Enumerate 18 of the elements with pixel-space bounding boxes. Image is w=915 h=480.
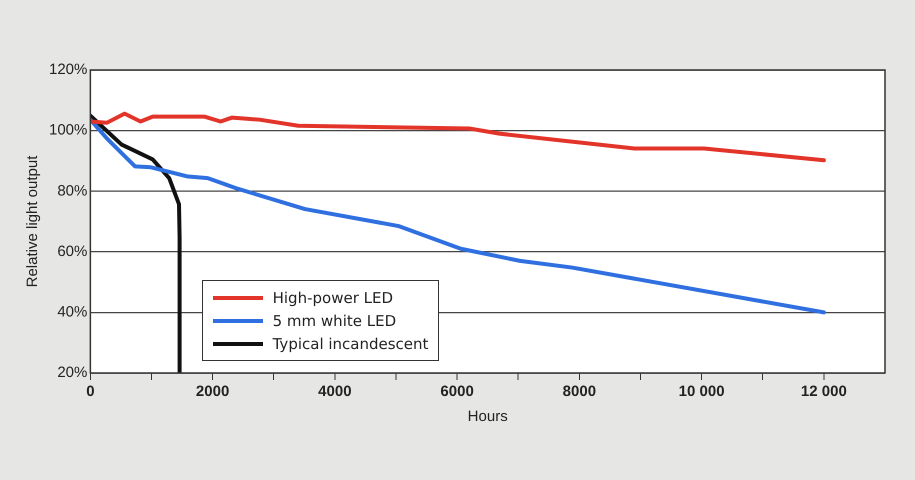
y-tick-label: 100% bbox=[48, 122, 88, 139]
x-tick-label: 10 000 bbox=[678, 383, 725, 400]
x-tick-label: 8000 bbox=[562, 383, 596, 400]
x-tick-label: 6000 bbox=[440, 383, 474, 400]
x-tick-label: 4000 bbox=[318, 383, 352, 400]
x-tick-label: 12 000 bbox=[800, 383, 847, 400]
x-tick-label: 2000 bbox=[196, 383, 230, 400]
y-tick-label: 120% bbox=[48, 61, 88, 78]
y-tick-label: 40% bbox=[57, 304, 88, 321]
legend-label: 5 mm white LED bbox=[272, 312, 396, 330]
y-tick-label: 80% bbox=[57, 182, 88, 200]
y-tick-label: 20% bbox=[57, 364, 88, 382]
y-axis-title: Relative light output bbox=[24, 154, 42, 288]
x-axis-title: Hours bbox=[468, 408, 508, 426]
legend-label: High-power LED bbox=[272, 288, 394, 306]
y-tick-label: 60% bbox=[57, 242, 88, 260]
legend-label: Typical incandescent bbox=[272, 334, 428, 352]
x-tick-label: 0 bbox=[86, 383, 95, 400]
